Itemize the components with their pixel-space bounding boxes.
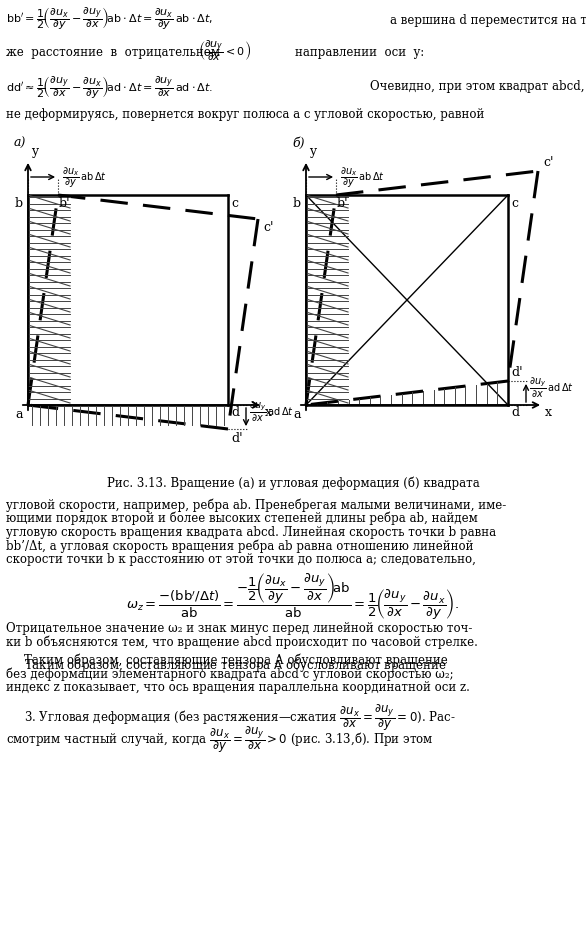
Text: направлении  оси  y:: направлении оси y: [295, 46, 424, 59]
Text: $\dfrac{\partial u_y}{\partial x}\,\mathrm{ad}\,\Delta t$: $\dfrac{\partial u_y}{\partial x}\,\math… [529, 376, 574, 400]
Text: Таким образом, составляющие тензора А обусловливают вращение: Таким образом, составляющие тензора А об… [24, 654, 448, 667]
Text: bb’/Δt, а угловая скорость вращения ребра ab равна отношению линейной: bb’/Δt, а угловая скорость вращения ребр… [6, 539, 473, 553]
Text: Очевидно, при этом квадрат abcd,: Очевидно, при этом квадрат abcd, [370, 80, 584, 93]
Text: a: a [15, 408, 23, 421]
Text: $\left(\dfrac{\partial u_y}{\partial x} < 0\right)$: $\left(\dfrac{\partial u_y}{\partial x} … [198, 38, 251, 63]
Text: y: y [31, 145, 38, 158]
Text: y: y [309, 145, 316, 158]
Text: ющими порядок второй и более высоких степеней длины ребра ab, найдем: ющими порядок второй и более высоких сте… [6, 512, 478, 525]
Text: Отрицательное значение ω₂ и знак минус перед линейной скоростью точ-: Отрицательное значение ω₂ и знак минус п… [6, 622, 472, 635]
Text: c': c' [263, 221, 274, 234]
Text: ки b объясняются тем, что вращение abcd происходит по часовой стрелке.: ки b объясняются тем, что вращение abcd … [6, 636, 478, 649]
Text: 3. Угловая деформация (без растяжения—сжатия $\dfrac{\partial u_x}{\partial x} =: 3. Угловая деформация (без растяжения—сж… [24, 702, 455, 732]
Text: c': c' [543, 156, 554, 169]
Text: x: x [265, 406, 272, 419]
Text: индекс z показывает, что ось вращения параллельна координатной оси z.: индекс z показывает, что ось вращения па… [6, 681, 470, 694]
Text: b': b' [337, 197, 349, 210]
Text: а): а) [14, 137, 26, 150]
Text: d': d' [231, 432, 243, 445]
Text: Таким образом, составляющие тензора $\hat{\mathrm{A}}$ обусловливают вращение: Таким образом, составляющие тензора $\ha… [24, 654, 447, 674]
Text: $\dfrac{\partial u_y}{\partial x}\,\mathrm{ad}\,\Delta t$: $\dfrac{\partial u_y}{\partial x}\,\math… [249, 400, 294, 424]
Text: $\mathrm{bb'} = \dfrac{1}{2}\!\left(\dfrac{\partial u_x}{\partial y} - \dfrac{\p: $\mathrm{bb'} = \dfrac{1}{2}\!\left(\dfr… [6, 5, 213, 32]
Text: c: c [511, 197, 518, 210]
Text: x: x [545, 406, 552, 419]
Text: a: a [294, 408, 301, 421]
Text: b: b [293, 197, 301, 210]
Text: d: d [231, 406, 239, 419]
Text: не деформируясь, повернется вокруг полюса а с угловой скоростью, равной: не деформируясь, повернется вокруг полюс… [6, 108, 485, 121]
Text: d: d [511, 406, 519, 419]
Text: угловую скорость вращения квадрата abcd. Линейная скорость точки b равна: угловую скорость вращения квадрата abcd.… [6, 526, 496, 539]
Text: же  расстояние  в  отрицательном: же расстояние в отрицательном [6, 46, 220, 59]
Text: $\mathrm{dd'} \approx \dfrac{1}{2}\!\left(\dfrac{\partial u_y}{\partial x} - \df: $\mathrm{dd'} \approx \dfrac{1}{2}\!\lef… [6, 74, 213, 100]
Text: угловой скорости, например, ребра ab. Пренебрегая малыми величинами, име-: угловой скорости, например, ребра ab. Пр… [6, 498, 506, 512]
Text: Рис. 3.13. Вращение (а) и угловая деформация (б) квадрата: Рис. 3.13. Вращение (а) и угловая деформ… [107, 476, 479, 489]
Text: $\dfrac{\partial u_x}{\partial y}\,\mathrm{ab}\,\Delta t$: $\dfrac{\partial u_x}{\partial y}\,\math… [340, 165, 385, 190]
Text: а вершина d переместится на такое: а вершина d переместится на такое [390, 14, 586, 27]
Text: d': d' [511, 366, 523, 379]
Text: смотрим частный случай, когда $\dfrac{\partial u_x}{\partial y} = \dfrac{\partia: смотрим частный случай, когда $\dfrac{\p… [6, 724, 434, 755]
Text: b: b [15, 197, 23, 210]
Text: б): б) [292, 137, 305, 150]
Text: b': b' [59, 197, 71, 210]
Text: $\dfrac{\partial u_x}{\partial y}\,\mathrm{ab}\,\Delta t$: $\dfrac{\partial u_x}{\partial y}\,\math… [62, 165, 107, 190]
Text: c: c [231, 197, 238, 210]
Text: $\omega_z = \dfrac{-(\mathrm{bb'}/\Delta t)}{\mathrm{ab}} = \dfrac{-\dfrac{1}{2}: $\omega_z = \dfrac{-(\mathrm{bb'}/\Delta… [127, 572, 459, 623]
Text: скорости точки b к расстоянию от этой точки до полюса а; следовательно,: скорости точки b к расстоянию от этой то… [6, 553, 476, 566]
Text: без деформации элементарного квадрата abcd с угловой скоростью ω₂;: без деформации элементарного квадрата ab… [6, 668, 454, 681]
